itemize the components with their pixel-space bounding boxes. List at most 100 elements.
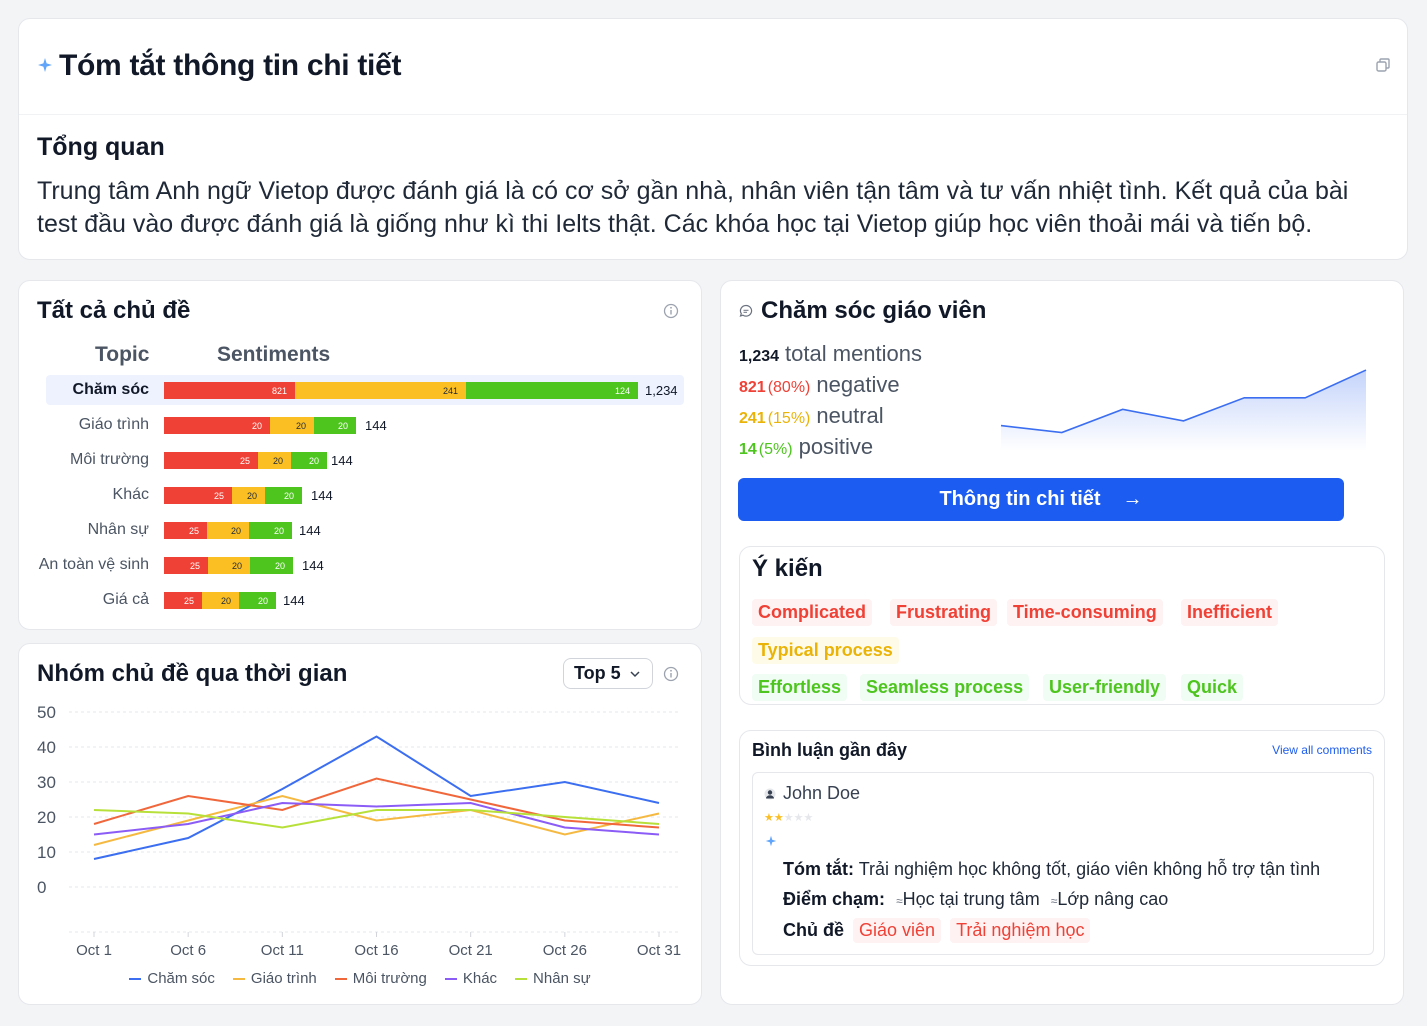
- sentiment-bar: 20 20 20: [164, 417, 356, 434]
- info-icon[interactable]: [663, 666, 679, 682]
- comment-author: John Doe: [783, 783, 861, 803]
- topic-total: 144: [302, 558, 324, 573]
- topic-total: 144: [331, 453, 353, 468]
- series-line-Giáo trình: [93, 794, 660, 846]
- negative-segment: 25: [164, 487, 232, 504]
- topic-tag[interactable]: Giáo viên: [853, 918, 942, 943]
- opinions-title: Ý kiến: [752, 555, 823, 582]
- neutral-label: neutral: [816, 403, 884, 428]
- total-mentions-label: total mentions: [785, 341, 923, 366]
- neutral-count: 241: [739, 410, 766, 427]
- neutral-percent: (15%): [767, 410, 811, 427]
- mentions-sparkline: [1000, 369, 1367, 451]
- opinion-chip[interactable]: Time-consuming: [1007, 599, 1163, 626]
- negative-segment: 25: [164, 592, 202, 609]
- legend-label: Nhân sự: [533, 970, 591, 987]
- neutral-segment: 20: [207, 522, 249, 539]
- opinion-chip[interactable]: User-friendly: [1043, 674, 1167, 701]
- positive-label: positive: [798, 434, 874, 459]
- sentiment-bar: 25 20 20: [164, 452, 327, 469]
- summary-header: Tóm tắt thông tin chi tiết: [19, 19, 1407, 115]
- topic-label: Chủ đề: [783, 920, 844, 940]
- copy-icon[interactable]: [1375, 57, 1391, 73]
- star-icon: ★: [773, 812, 784, 824]
- x-tick-label: Oct 6: [170, 942, 206, 959]
- touchpoint-chip[interactable]: Học tại trung tâm: [902, 889, 1040, 909]
- arrow-right-icon: →: [1122, 488, 1143, 510]
- comment-touchpoints: Điểm chạm: ≈Học tại trung tâm ≈Lớp nâng …: [783, 889, 1168, 910]
- opinion-chip[interactable]: Frustrating: [890, 599, 998, 626]
- x-tick-label: Oct 31: [637, 942, 681, 959]
- view-details-label: Thông tin chi tiết: [939, 488, 1101, 510]
- top-filter-dropdown[interactable]: Top 5: [563, 658, 653, 689]
- sparkline-line: [1000, 369, 1367, 434]
- positive-count: 14: [739, 441, 757, 458]
- topic-row[interactable]: An toàn vệ sinh 25 20 20 144: [19, 550, 701, 580]
- legend-label: Chăm sóc: [147, 970, 215, 987]
- y-tick-label: 50: [37, 703, 56, 722]
- opinion-chip[interactable]: Inefficient: [1181, 599, 1279, 626]
- topic-row[interactable]: Khác 25 20 20 144: [19, 480, 701, 510]
- topic-total: 144: [311, 488, 333, 503]
- col-sentiments-header: Sentiments: [217, 343, 331, 366]
- sentiment-bar: 25 20 20: [164, 557, 293, 574]
- topic-row[interactable]: Môi trường 25 20 20 144: [19, 445, 701, 475]
- topic-row[interactable]: Nhân sự 25 20 20 144: [19, 515, 701, 545]
- topic-label: Giáo trình: [78, 416, 149, 433]
- topic-row[interactable]: Giá cả 25 20 20 144: [19, 585, 701, 615]
- negative-segment: 25: [164, 522, 207, 539]
- legend-swatch: [129, 977, 142, 980]
- opinions-panel: Ý kiến Complicated Frustrating Time-cons…: [739, 546, 1385, 705]
- star-icon: ★: [783, 812, 794, 824]
- legend-swatch: [334, 977, 347, 980]
- view-details-button[interactable]: Thông tin chi tiết →: [738, 478, 1344, 521]
- stat-negative: 821 (80%) negative: [739, 372, 900, 398]
- topic-detail-card: Chăm sóc giáo viên 1,234 total mentions 8…: [720, 280, 1404, 1005]
- star-icon: ★: [764, 812, 774, 824]
- summary-text: Trải nghiệm học không tốt, giáo viên khô…: [858, 859, 1321, 879]
- touchpoint-chip[interactable]: Lớp nâng cao: [1057, 889, 1169, 909]
- y-tick-label: 20: [37, 808, 56, 827]
- legend-item[interactable]: Khác: [444, 970, 497, 987]
- opinion-chip[interactable]: Typical process: [752, 637, 899, 664]
- sentiment-bar: 25 20 20: [164, 592, 276, 609]
- legend-item[interactable]: Chăm sóc: [129, 970, 215, 987]
- comment-item[interactable]: John Doe ★★★★★ Tóm tắt: Trải nghiệm học …: [752, 772, 1374, 955]
- opinion-chip[interactable]: Seamless process: [860, 674, 1030, 701]
- col-topic-header: Topic: [95, 343, 150, 366]
- opinion-chip[interactable]: Effortless: [752, 674, 848, 701]
- x-tick-label: Oct 21: [449, 942, 493, 959]
- stat-total: 1,234 total mentions: [739, 341, 922, 367]
- topic-row[interactable]: Chăm sóc 821 241 124 1,234: [19, 375, 701, 405]
- negative-count: 821: [739, 379, 766, 396]
- sparkline-area: [1001, 370, 1366, 451]
- topic-label: Nhân sự: [87, 521, 149, 538]
- x-tick-label: Oct 11: [261, 942, 304, 959]
- positive-segment: 20: [291, 452, 327, 469]
- legend-item[interactable]: Môi trường: [334, 970, 427, 987]
- topic-row[interactable]: Giáo trình 20 20 20 144: [19, 410, 701, 440]
- legend-label: Giáo trình: [250, 970, 317, 987]
- touchpoint-icon: ≈: [896, 894, 903, 908]
- positive-segment: 20: [250, 557, 293, 574]
- topic-tag[interactable]: Trải nghiệm học: [950, 918, 1091, 943]
- overview-text: Trung tâm Anh ngữ Vietop được đánh giá l…: [37, 177, 1349, 238]
- positive-segment: 20: [249, 522, 292, 539]
- topic-total: 144: [299, 523, 321, 538]
- detail-title: Chăm sóc giáo viên: [761, 297, 987, 324]
- x-tick-label: Oct 16: [354, 942, 398, 959]
- positive-segment: 20: [265, 487, 302, 504]
- y-tick-label: 40: [37, 738, 56, 757]
- chat-icon: [739, 304, 753, 317]
- opinion-chip[interactable]: Quick: [1181, 674, 1244, 701]
- opinion-chip[interactable]: Complicated: [752, 599, 873, 626]
- legend-item[interactable]: Nhân sự: [515, 970, 591, 987]
- view-all-comments-link[interactable]: View all comments: [1272, 743, 1372, 757]
- topics-title: Tất cả chủ đề: [37, 297, 191, 324]
- star-rating: ★★★★★: [764, 811, 813, 824]
- star-icon: ★: [803, 812, 814, 824]
- legend-item[interactable]: Giáo trình: [232, 970, 317, 987]
- info-icon[interactable]: [663, 303, 679, 319]
- positive-segment: 20: [239, 592, 276, 609]
- stat-positive: 14 (5%) positive: [739, 434, 873, 460]
